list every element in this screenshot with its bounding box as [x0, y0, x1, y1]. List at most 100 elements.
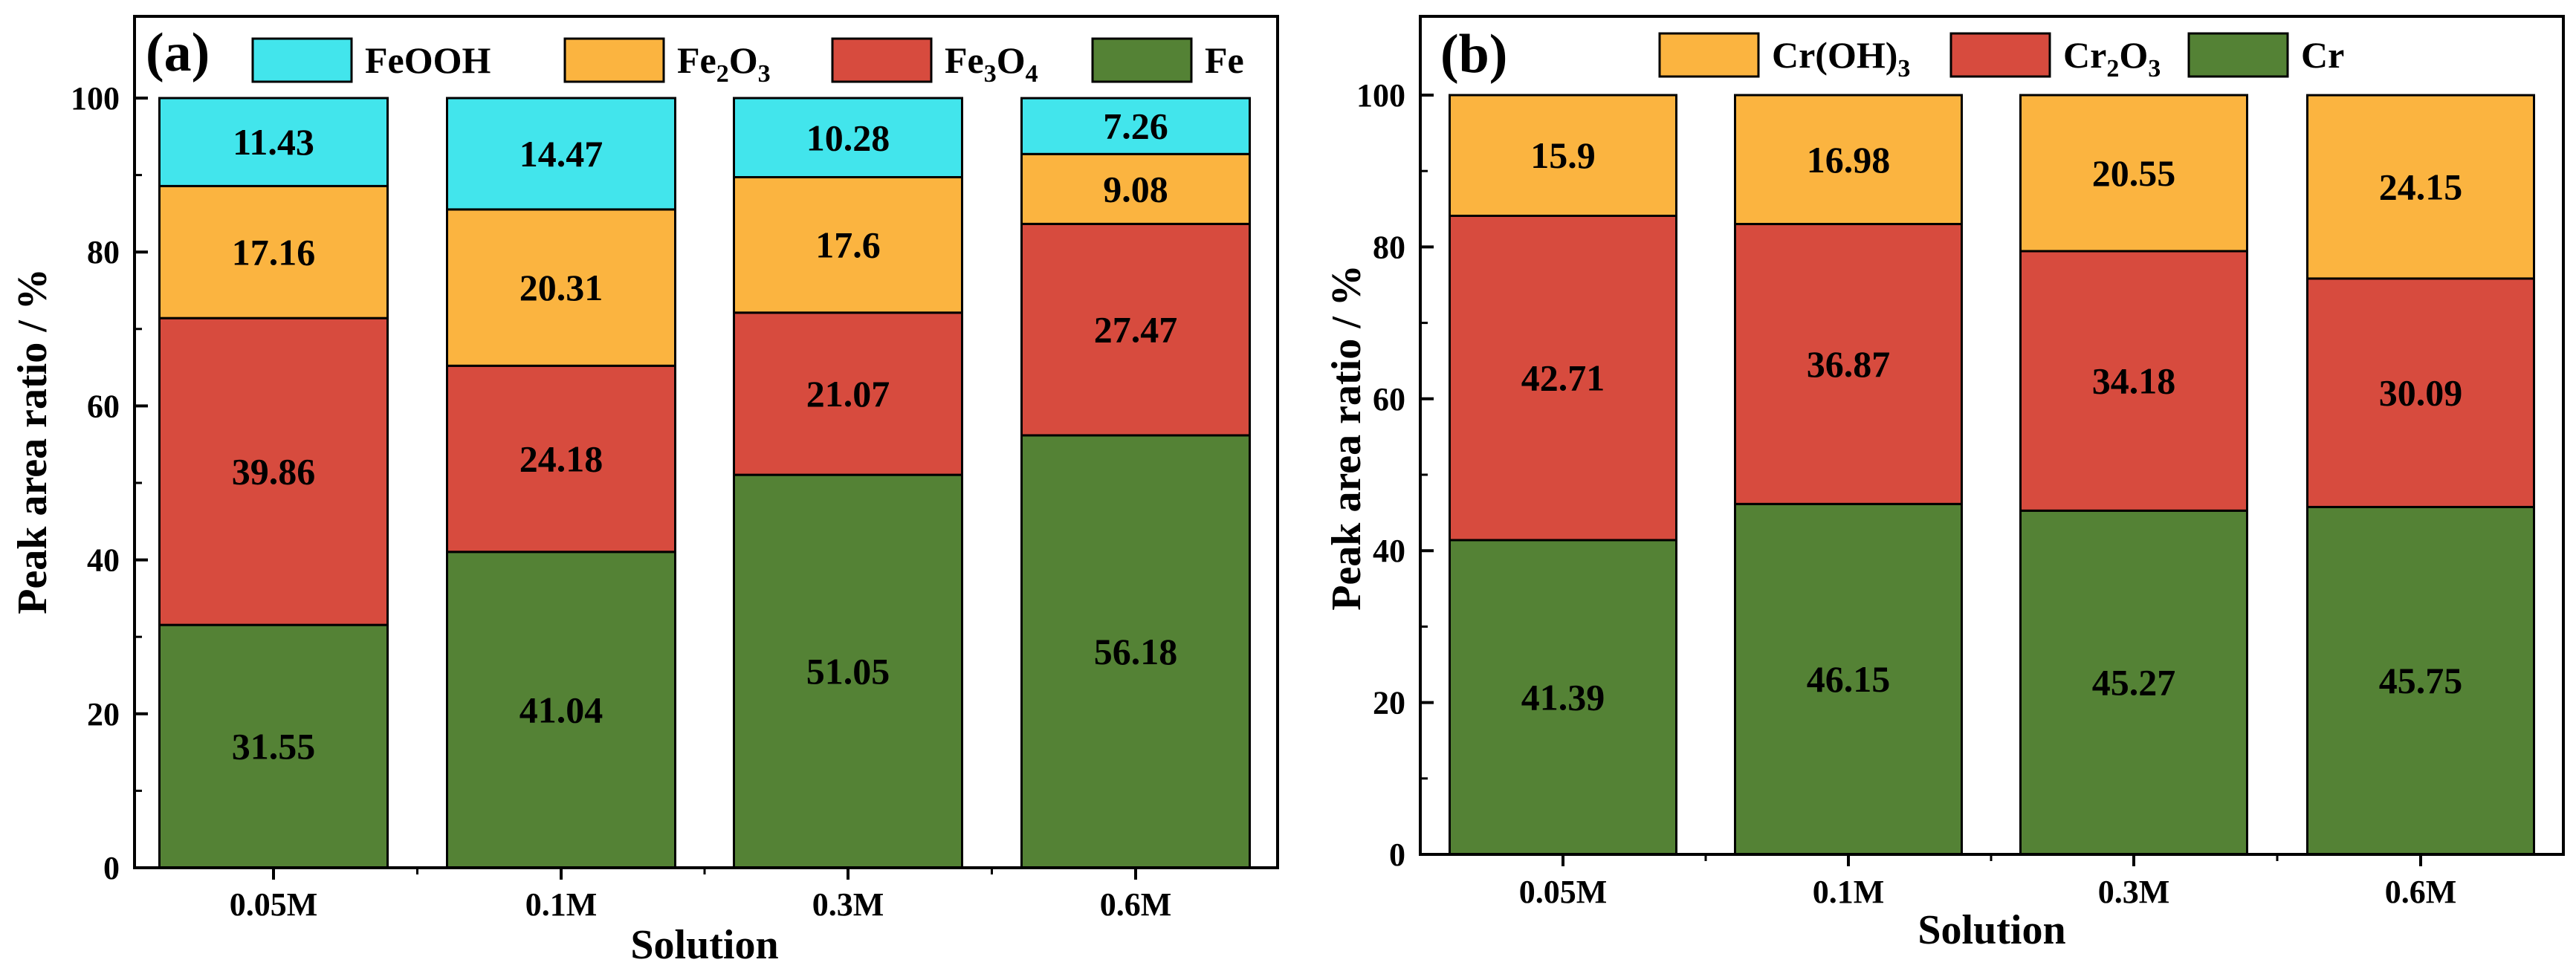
data-label-Cr-0.05M: 41.39 [1521, 676, 1605, 718]
data-label-Fe-0.6M: 56.18 [1094, 631, 1178, 672]
x-tick-label-0.05M: 0.05M [230, 886, 318, 923]
data-label-FeOOH-0.1M: 14.47 [520, 133, 603, 175]
legend-label-Fe2O3: Fe2O3 [677, 39, 771, 88]
y-tick-label: 80 [1373, 229, 1405, 265]
data-label-Fe-0.3M: 51.05 [806, 651, 890, 692]
data-label-Fe2O3-0.1M: 20.31 [520, 267, 603, 308]
data-label-Cr(OH)3-0.6M: 24.15 [2379, 166, 2463, 208]
legend-subscript: 2 [2106, 55, 2119, 82]
bar-segment-Cr-0.3M [2019, 509, 2248, 856]
legend: FeOOH Fe2O3 Fe3O4 Fe [251, 37, 1244, 88]
data-label-Cr-0.3M: 45.27 [2092, 662, 2176, 704]
data-label-Cr2O3-0.6M: 30.09 [2379, 372, 2463, 414]
legend-text: Cr [2301, 34, 2344, 76]
y-tick-label: 0 [1389, 837, 1405, 873]
bar-segment-FeOOH-0.6M [1020, 97, 1251, 155]
y-tick-label: 80 [87, 234, 120, 270]
bar-segment-Cr2O3-0.1M [1734, 223, 1963, 505]
bar-stack-0.05M: 41.39 42.71 15.9 [1449, 94, 1677, 856]
bar-segment-Fe3O4-0.3M [733, 311, 963, 476]
bar-segment-Fe-0.1M [446, 551, 676, 869]
legend: Cr(OH)3 Cr2O3 Cr [1658, 32, 2344, 82]
x-axis-title: Solution [1918, 907, 2065, 953]
bar-segment-Fe-0.05M [158, 623, 389, 869]
legend-label-Cr2O3: Cr2O3 [2063, 34, 2161, 82]
legend-text: FeOOH [365, 39, 491, 81]
data-label-FeOOH-0.6M: 7.26 [1103, 105, 1168, 147]
y-tick-label: 100 [71, 80, 120, 117]
data-label-FeOOH-0.3M: 10.28 [806, 117, 890, 158]
legend-text: Cr [2063, 34, 2106, 76]
bar-segment-FeOOH-0.1M [446, 97, 676, 211]
panel-label: (a) [146, 22, 210, 83]
data-label-Cr-0.1M: 46.15 [1807, 658, 1891, 700]
legend-subscript: 3 [758, 60, 771, 88]
legend-text: Fe [1205, 39, 1244, 81]
y-tick-label: 40 [87, 542, 120, 579]
data-label-Cr2O3-0.1M: 36.87 [1807, 343, 1891, 385]
data-label-Fe2O3-0.05M: 17.16 [232, 231, 316, 273]
data-label-Cr-0.6M: 45.75 [2379, 660, 2463, 701]
bar-segment-FeOOH-0.3M [733, 97, 963, 179]
x-tick-label-0.1M: 0.1M [525, 886, 598, 923]
bar-segment-Cr-0.05M [1449, 539, 1677, 856]
legend-subscript: 3 [984, 60, 997, 88]
y-tick-label: 60 [1373, 381, 1405, 418]
legend-subscript: 3 [1897, 55, 1910, 82]
legend-subscript: 4 [1026, 60, 1038, 88]
bar-segment-Cr2O3-0.3M [2019, 250, 2248, 512]
bar-segment-Cr(OH)3-0.05M [1449, 94, 1677, 217]
data-label-Cr(OH)3-0.1M: 16.98 [1807, 139, 1891, 181]
legend-swatch-Fe [1091, 37, 1193, 83]
legend-text: O [729, 39, 758, 81]
bar-segment-Fe2O3-0.3M [733, 176, 963, 314]
legend-subscript: 2 [716, 60, 729, 88]
y-axis-title: Peak area ratio / % [1324, 264, 1370, 611]
bar-segment-Fe3O4-0.1M [446, 364, 676, 553]
y-tick-label: 60 [87, 388, 120, 424]
data-label-Fe-0.05M: 31.55 [232, 726, 316, 767]
legend-label-Cr: Cr [2301, 34, 2344, 76]
bar-segment-Fe2O3-0.1M [446, 208, 676, 367]
x-tick-label-0.6M: 0.6M [1100, 886, 1172, 923]
data-label-Fe3O4-0.05M: 39.86 [232, 451, 316, 493]
legend-text: O [2119, 34, 2148, 76]
legend-label-Fe: Fe [1205, 39, 1244, 81]
x-tick-label-0.3M: 0.3M [812, 886, 884, 923]
bar-segment-FeOOH-0.05M [158, 97, 389, 187]
legend-text: Cr(OH) [1772, 34, 1897, 76]
panel-label: (b) [1440, 24, 1507, 85]
bar-stack-0.05M: 31.55 39.86 17.16 11.43 [158, 97, 389, 869]
bar-segment-Cr(OH)3-0.3M [2019, 94, 2248, 253]
plot-frame [133, 15, 1279, 869]
legend-swatch-Fe3O4 [831, 37, 933, 83]
bar-stack-0.3M: 51.05 21.07 17.6 10.28 [733, 97, 963, 869]
bar-stack-0.1M: 41.04 24.18 20.31 14.47 [446, 97, 676, 869]
bar-segment-Cr-0.1M [1734, 502, 1963, 856]
legend-swatch-Cr(OH)3 [1658, 32, 1760, 78]
x-axis-title: Solution [630, 922, 778, 968]
legend-label-Fe3O4: Fe3O4 [945, 39, 1038, 88]
bar-segment-Fe3O4-0.05M [158, 316, 389, 626]
legend-swatch-Cr [2187, 32, 2289, 78]
data-label-Fe-0.1M: 41.04 [520, 689, 603, 730]
data-label-Cr2O3-0.3M: 34.18 [2092, 360, 2176, 402]
legend-label-FeOOH: FeOOH [365, 39, 491, 81]
y-tick-label: 0 [103, 850, 120, 886]
y-tick-label: 100 [1356, 77, 1405, 114]
data-label-Fe2O3-0.6M: 9.08 [1103, 168, 1168, 210]
data-label-Fe3O4-0.6M: 27.47 [1094, 309, 1178, 351]
x-tick-label-0.3M: 0.3M [2098, 874, 2170, 910]
data-label-Fe3O4-0.3M: 21.07 [806, 373, 890, 415]
chart-panel-b: 41.39 42.71 15.9 46.15 36.87 16.98 45.27 34.18 2… [1324, 15, 2565, 953]
legend-swatch-Cr2O3 [1949, 32, 2051, 78]
bar-stack-0.6M: 45.75 30.09 24.15 [2306, 94, 2535, 856]
y-axis-title: Peak area ratio / % [10, 268, 56, 614]
data-label-Fe2O3-0.3M: 17.6 [815, 224, 881, 266]
x-tick-label-0.6M: 0.6M [2385, 874, 2457, 910]
data-label-Cr2O3-0.05M: 42.71 [1521, 357, 1605, 399]
data-label-Cr(OH)3-0.3M: 20.55 [2092, 152, 2176, 194]
bar-segment-Fe-0.6M [1020, 434, 1251, 869]
legend-subscript: 3 [2148, 55, 2161, 82]
